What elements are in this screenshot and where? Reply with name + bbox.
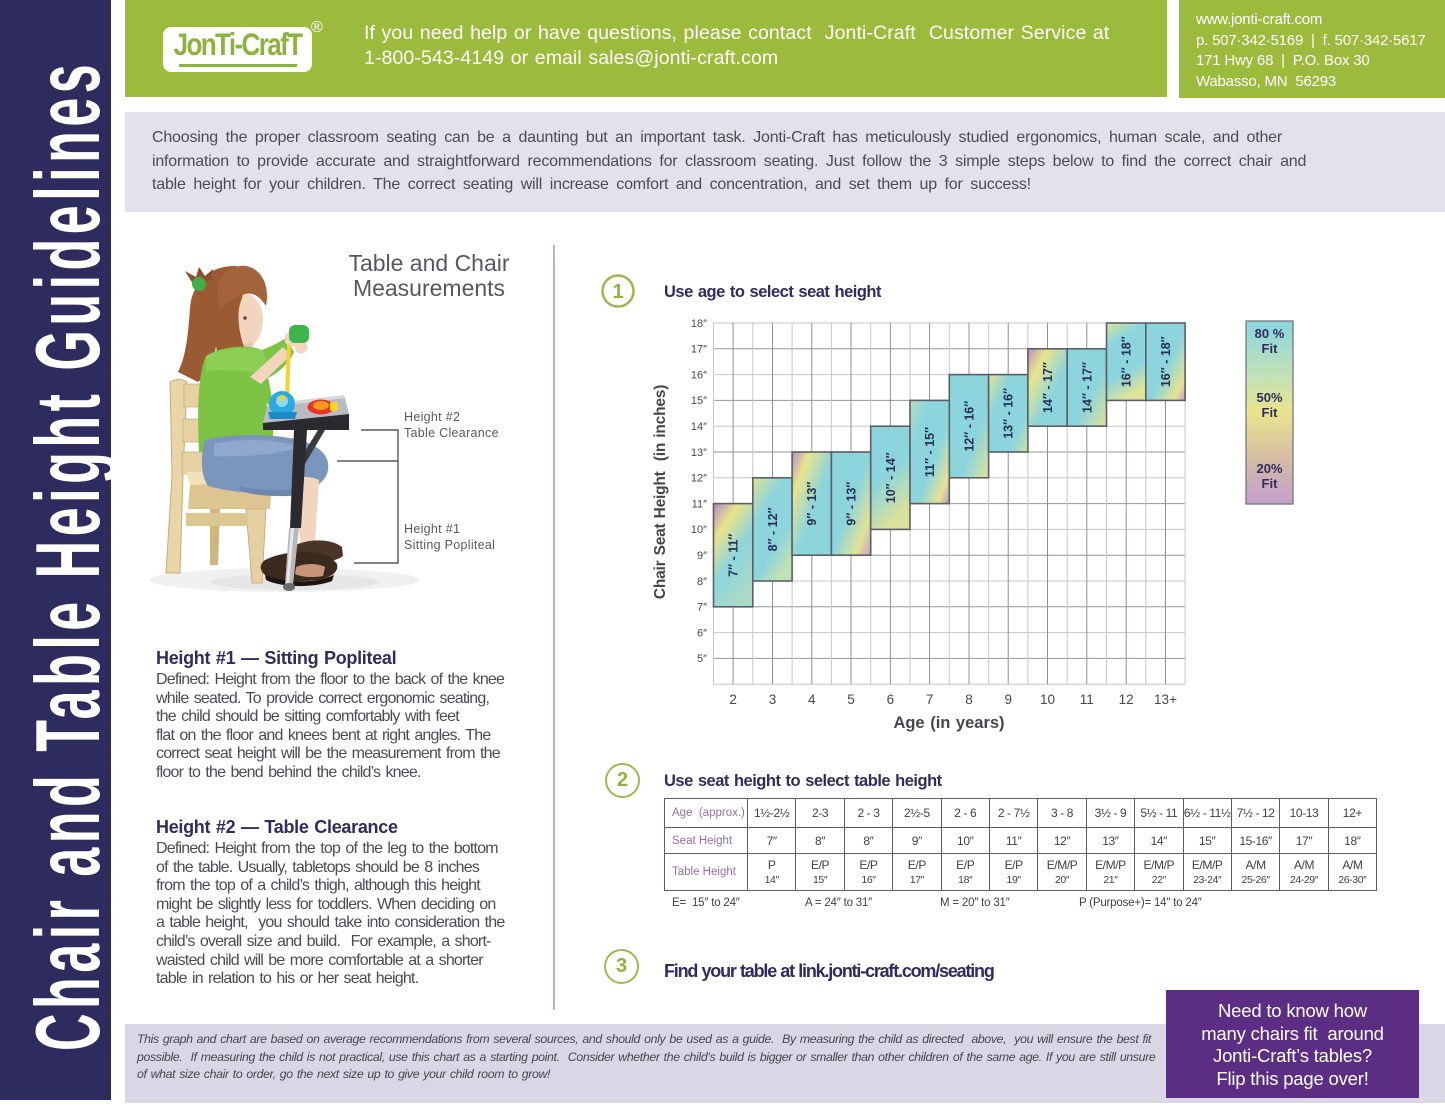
svg-text:2: 2 <box>729 692 737 707</box>
svg-text:11″ - 15″: 11″ - 15″ <box>923 427 937 477</box>
svg-text:17″: 17″ <box>691 344 707 356</box>
svg-text:9″ - 13″: 9″ - 13″ <box>845 482 859 526</box>
svg-text:50%: 50% <box>1256 390 1282 405</box>
svg-text:14″: 14″ <box>691 421 707 433</box>
svg-text:7″ - 11″: 7″ - 11″ <box>727 534 741 577</box>
svg-text:16″: 16″ <box>691 369 707 381</box>
svg-text:8″ - 12″: 8″ - 12″ <box>766 507 780 551</box>
svg-text:Fit: Fit <box>1262 476 1279 491</box>
svg-text:15″: 15″ <box>691 395 707 407</box>
svg-text:12: 12 <box>1119 692 1134 707</box>
svg-text:13″ - 16″: 13″ - 16″ <box>1002 388 1016 439</box>
svg-text:Age (in years): Age (in years) <box>893 714 1004 732</box>
svg-text:Fit: Fit <box>1262 405 1279 420</box>
svg-text:10: 10 <box>1040 692 1055 707</box>
svg-text:3: 3 <box>769 692 777 707</box>
svg-text:11″: 11″ <box>692 498 707 510</box>
svg-text:Chair Seat Height (in inches): Chair Seat Height (in inches) <box>652 385 669 599</box>
svg-text:80 %: 80 % <box>1255 326 1285 341</box>
svg-text:12″: 12″ <box>691 473 707 485</box>
svg-text:10″ - 14″: 10″ - 14″ <box>884 452 898 503</box>
svg-text:9″: 9″ <box>697 550 707 562</box>
svg-text:16″ - 18″: 16″ - 18″ <box>1159 336 1173 387</box>
svg-text:20%: 20% <box>1256 461 1282 476</box>
svg-text:8″: 8″ <box>697 576 707 588</box>
svg-text:5: 5 <box>847 692 855 707</box>
svg-text:11: 11 <box>1080 692 1094 707</box>
svg-text:5″: 5″ <box>697 653 707 665</box>
svg-text:4: 4 <box>808 692 816 707</box>
svg-text:13″: 13″ <box>691 447 707 459</box>
svg-text:8: 8 <box>965 692 973 707</box>
svg-text:9″ - 13″: 9″ - 13″ <box>805 482 819 526</box>
svg-text:7″: 7″ <box>697 602 707 614</box>
svg-text:7: 7 <box>926 692 934 707</box>
svg-text:10″: 10″ <box>691 524 707 536</box>
svg-text:16″ - 18″: 16″ - 18″ <box>1120 336 1134 387</box>
svg-text:14″ - 17″: 14″ - 17″ <box>1080 362 1094 413</box>
svg-text:Fit: Fit <box>1262 341 1279 356</box>
svg-text:18″: 18″ <box>691 318 707 330</box>
svg-text:6: 6 <box>887 692 895 707</box>
svg-text:14″ - 17″: 14″ - 17″ <box>1041 362 1055 413</box>
svg-text:9: 9 <box>1004 692 1012 707</box>
svg-text:12″ - 16″: 12″ - 16″ <box>962 401 976 452</box>
svg-text:1: 1 <box>612 281 623 303</box>
svg-text:Use age to select seat height: Use age to select seat height <box>664 283 882 301</box>
svg-text:6″: 6″ <box>697 627 707 639</box>
svg-text:13+: 13+ <box>1154 692 1177 707</box>
